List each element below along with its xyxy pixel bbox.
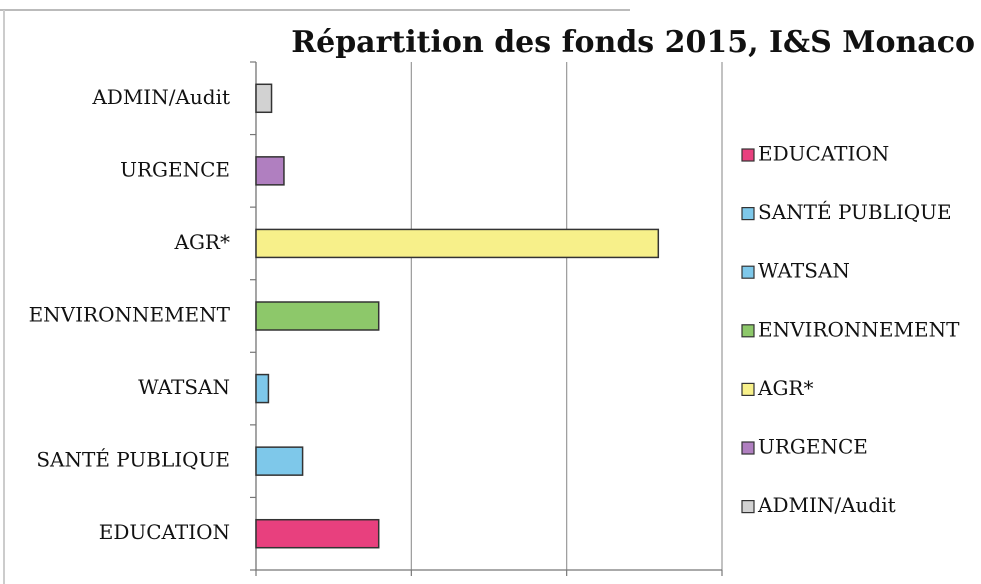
legend-label: SANTÉ PUBLIQUE [758,200,952,224]
bar [255,446,304,476]
legend-swatch [741,265,755,279]
y-tick-label: SANTÉ PUBLIQUE [36,448,230,472]
legend-label: ENVIRONNEMENT [758,317,960,341]
legend-label: EDUCATION [758,142,889,166]
bar [255,373,270,404]
legend-label: URGENCE [758,435,868,459]
bar [255,518,380,549]
y-tick-label: ENVIRONNEMENT [29,303,231,327]
legend-swatch [741,324,755,338]
bar [255,83,273,114]
y-tick-label: WATSAN [138,375,230,399]
y-tick-label: URGENCE [120,157,230,181]
chart-title: Répartition des fonds 2015, I&S Monaco [291,25,975,60]
legend-label: AGR* [757,376,813,400]
legend-label: WATSAN [758,259,850,283]
y-tick-label: ADMIN/Audit [91,85,230,109]
legend-swatch [741,382,755,396]
legend-label: ADMIN/Audit [757,493,896,517]
legend-swatch [741,441,755,455]
y-tick-label: EDUCATION [99,520,230,544]
y-tick-label: AGR* [174,230,230,254]
legend-swatch [741,500,755,514]
bar [255,301,380,331]
legend-swatch [741,207,755,221]
bar [255,156,285,186]
bar [255,228,660,259]
legend-swatch [741,148,755,162]
